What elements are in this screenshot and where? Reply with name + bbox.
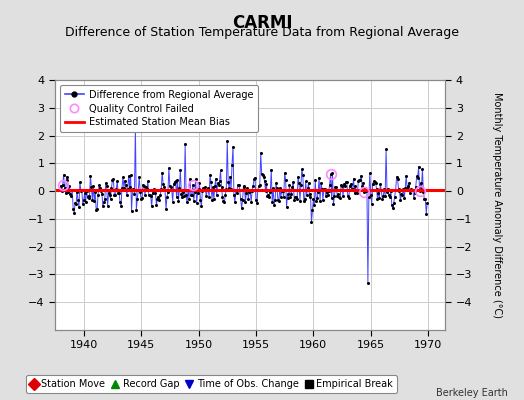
Text: CARMI: CARMI (232, 14, 292, 32)
Text: Difference of Station Temperature Data from Regional Average: Difference of Station Temperature Data f… (65, 26, 459, 39)
Legend: Difference from Regional Average, Quality Control Failed, Estimated Station Mean: Difference from Regional Average, Qualit… (60, 85, 258, 132)
Text: Berkeley Earth: Berkeley Earth (436, 388, 508, 398)
Legend: Station Move, Record Gap, Time of Obs. Change, Empirical Break: Station Move, Record Gap, Time of Obs. C… (26, 375, 397, 393)
Y-axis label: Monthly Temperature Anomaly Difference (°C): Monthly Temperature Anomaly Difference (… (492, 92, 502, 318)
